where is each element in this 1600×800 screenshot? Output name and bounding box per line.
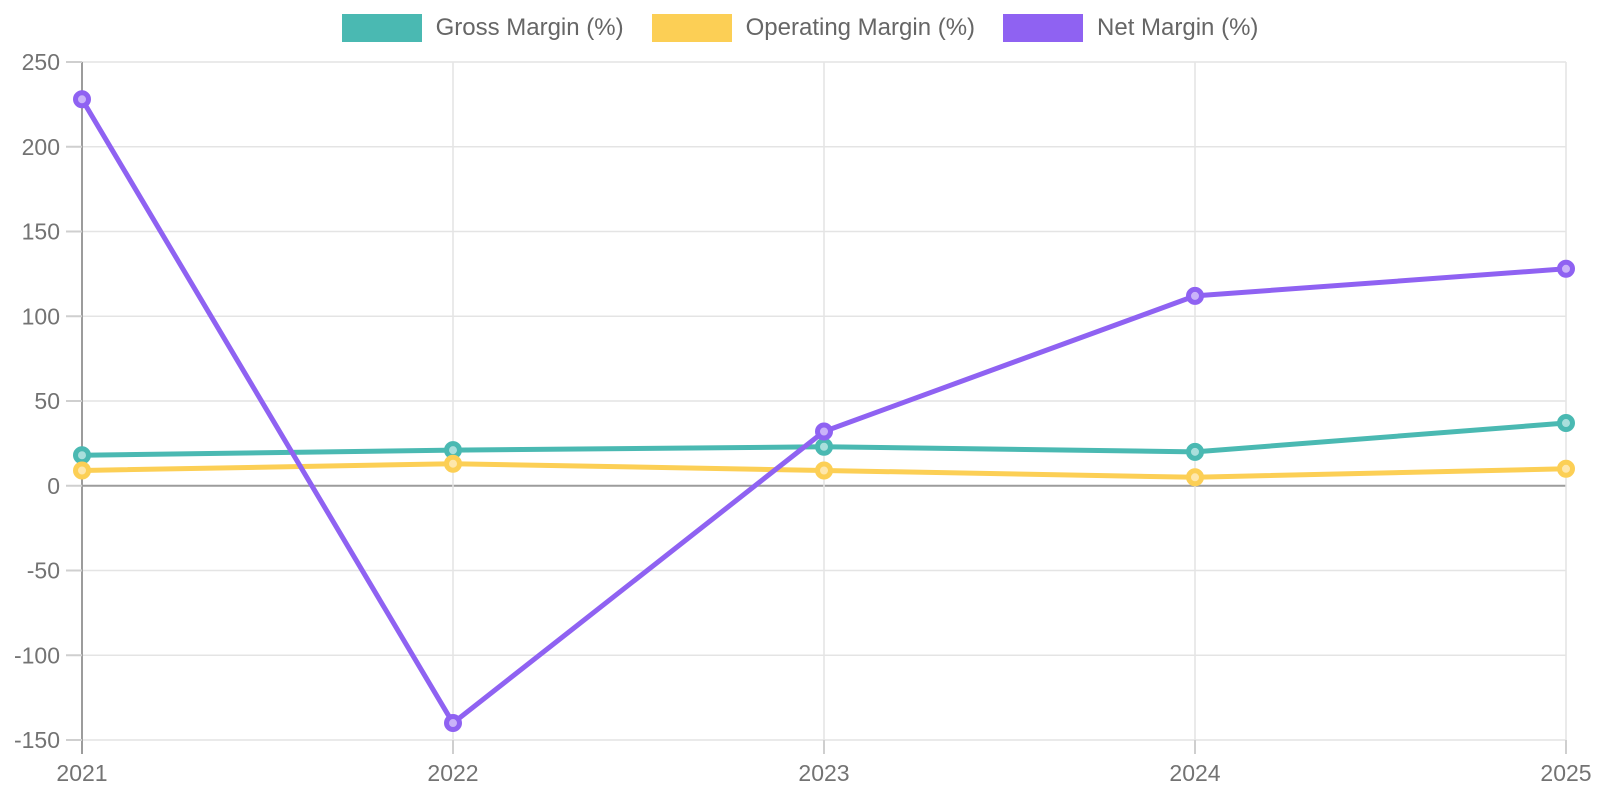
data-point-gross-margin-2025 bbox=[1557, 414, 1575, 433]
x-tick-label: 2024 bbox=[1169, 760, 1220, 786]
data-point-net-margin-2025 bbox=[1557, 259, 1575, 278]
data-point-gross-margin-2023 bbox=[815, 437, 833, 456]
data-point-operating-margin-2023 bbox=[815, 461, 833, 480]
x-tick-label: 2025 bbox=[1540, 760, 1591, 786]
data-point-operating-margin-2021 bbox=[73, 461, 91, 480]
data-point-gross-margin-2022 bbox=[444, 441, 462, 460]
data-point-gross-margin-2021 bbox=[73, 446, 91, 465]
legend-label: Net Margin (%) bbox=[1097, 14, 1259, 41]
data-point-gross-margin-2024 bbox=[1186, 442, 1204, 461]
legend-item-gross-margin[interactable]: Gross Margin (%) bbox=[341, 14, 624, 42]
data-point-operating-margin-2025 bbox=[1557, 459, 1575, 478]
y-tick-label: 200 bbox=[22, 134, 60, 160]
y-tick-label: 250 bbox=[22, 49, 60, 75]
chart-legend: Gross Margin (%) Operating Margin (%) Net … bbox=[0, 14, 1600, 42]
data-point-net-margin-2023 bbox=[815, 422, 833, 441]
data-point-operating-margin-2022 bbox=[444, 454, 462, 473]
legend-label: Operating Margin (%) bbox=[745, 14, 976, 41]
data-point-net-margin-2024 bbox=[1186, 286, 1204, 305]
legend-item-operating-margin[interactable]: Operating Margin (%) bbox=[651, 14, 976, 42]
x-tick-label: 2021 bbox=[56, 760, 107, 786]
legend-label: Gross Margin (%) bbox=[435, 14, 624, 41]
y-tick-label: 50 bbox=[34, 388, 60, 414]
data-point-operating-margin-2024 bbox=[1186, 468, 1204, 487]
legend-item-net-margin[interactable]: Net Margin (%) bbox=[1003, 14, 1258, 42]
x-tick-label: 2022 bbox=[427, 760, 478, 786]
y-tick-label: 0 bbox=[47, 473, 60, 499]
y-tick-label: -50 bbox=[27, 558, 60, 584]
x-tick-label: 2023 bbox=[798, 760, 849, 786]
data-point-net-margin-2022 bbox=[444, 714, 462, 733]
y-tick-label: -150 bbox=[14, 727, 60, 753]
data-point-net-margin-2021 bbox=[73, 90, 91, 109]
y-tick-label: -100 bbox=[14, 642, 60, 668]
legend-swatch-net-margin bbox=[1003, 14, 1084, 42]
y-tick-label: 150 bbox=[22, 219, 60, 245]
y-tick-label: 100 bbox=[22, 303, 60, 329]
legend-swatch-gross-margin bbox=[341, 14, 422, 42]
legend-swatch-operating-margin bbox=[651, 14, 732, 42]
